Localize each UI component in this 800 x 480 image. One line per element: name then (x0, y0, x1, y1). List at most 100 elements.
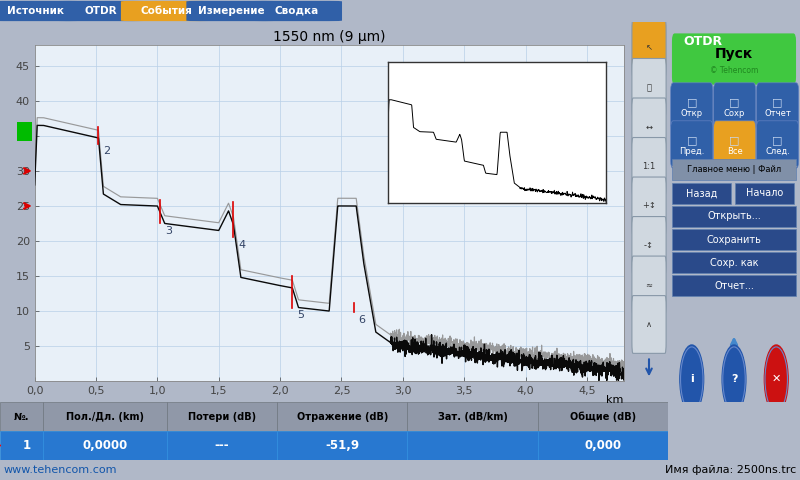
Text: 0,0000: 0,0000 (82, 439, 128, 452)
Text: □: □ (730, 97, 740, 107)
Text: Общие (dB): Общие (dB) (570, 411, 636, 422)
Text: События: События (140, 6, 192, 15)
Bar (672, 252, 796, 273)
FancyBboxPatch shape (632, 137, 666, 195)
Bar (278, 402, 407, 431)
Text: Главное меню | Файл: Главное меню | Файл (687, 165, 781, 174)
FancyBboxPatch shape (714, 121, 756, 168)
FancyBboxPatch shape (632, 216, 666, 275)
FancyBboxPatch shape (714, 83, 756, 130)
Bar (538, 402, 668, 431)
Text: -↕: -↕ (644, 241, 654, 250)
Text: Пред.: Пред. (679, 147, 705, 156)
Circle shape (680, 345, 704, 413)
Text: 6: 6 (358, 314, 366, 324)
FancyBboxPatch shape (0, 1, 80, 21)
Text: 1: 1 (23, 439, 31, 452)
FancyBboxPatch shape (670, 121, 713, 168)
Text: Отражение (dB): Отражение (dB) (297, 411, 388, 421)
Title: 1550 nm (9 µm): 1550 nm (9 µm) (273, 30, 386, 44)
Text: □: □ (686, 97, 697, 107)
FancyBboxPatch shape (632, 256, 666, 314)
Text: Сохр. как: Сохр. как (710, 258, 758, 268)
Text: Измерение: Измерение (198, 6, 265, 15)
Text: 5: 5 (298, 310, 304, 320)
FancyBboxPatch shape (632, 296, 666, 353)
FancyBboxPatch shape (757, 83, 798, 130)
Text: Все: Все (726, 147, 742, 156)
Text: 0,000: 0,000 (584, 439, 622, 452)
Text: -51,9: -51,9 (326, 439, 359, 452)
Bar (0, 431, 43, 460)
Text: +↕: +↕ (642, 202, 656, 210)
Text: 1:1: 1:1 (642, 162, 656, 171)
Bar (43, 402, 167, 431)
FancyBboxPatch shape (55, 1, 146, 21)
Bar (672, 206, 796, 227)
Text: OTDR: OTDR (684, 36, 723, 48)
Text: i: i (690, 374, 694, 384)
Text: Отчет...: Отчет... (714, 281, 754, 291)
Text: ↔: ↔ (646, 122, 653, 132)
Text: 3: 3 (165, 226, 172, 236)
Bar (672, 183, 731, 204)
Text: ↖: ↖ (646, 43, 653, 52)
Text: ?: ? (730, 374, 738, 384)
FancyBboxPatch shape (252, 1, 342, 21)
FancyBboxPatch shape (632, 98, 666, 156)
Bar (672, 229, 796, 250)
Bar (407, 402, 538, 431)
Text: ∧: ∧ (646, 320, 652, 329)
Text: След.: След. (765, 147, 790, 156)
Bar (407, 431, 538, 460)
Text: Потери (dB): Потери (dB) (188, 411, 256, 421)
FancyBboxPatch shape (672, 34, 796, 84)
Bar (43, 431, 167, 460)
Text: km: km (606, 395, 624, 405)
Text: Назад: Назад (686, 188, 718, 198)
Text: Имя файла: 2500ns.trc: Имя файла: 2500ns.trc (665, 465, 796, 475)
Text: ≈: ≈ (646, 280, 653, 289)
Bar (672, 276, 796, 296)
Text: □: □ (772, 97, 783, 107)
Text: Открыть...: Открыть... (707, 211, 761, 221)
Text: □: □ (686, 135, 697, 145)
Text: Пол./Дл. (km): Пол./Дл. (km) (66, 411, 144, 421)
Text: ---: --- (214, 439, 230, 452)
Text: №.: №. (14, 411, 30, 421)
FancyBboxPatch shape (632, 59, 666, 116)
Text: □: □ (772, 135, 783, 145)
Bar (734, 183, 794, 204)
Text: © Tehencom: © Tehencom (710, 66, 758, 75)
Text: Пуск: Пуск (715, 47, 753, 60)
FancyBboxPatch shape (632, 177, 666, 235)
Text: Зат. (dB/km): Зат. (dB/km) (438, 411, 507, 421)
Bar (278, 431, 407, 460)
Bar (0, 402, 43, 431)
Text: 2: 2 (103, 146, 110, 156)
Bar (18, 122, 32, 142)
FancyBboxPatch shape (186, 1, 277, 21)
Text: www.tehencom.com: www.tehencom.com (4, 465, 118, 475)
Text: ✋: ✋ (646, 83, 651, 92)
Text: Начало: Начало (746, 188, 783, 198)
Text: Откр: Откр (681, 109, 703, 118)
FancyBboxPatch shape (121, 1, 211, 21)
Text: □: □ (730, 135, 740, 145)
Text: Сохранить: Сохранить (706, 235, 762, 244)
Text: OTDR: OTDR (84, 6, 117, 15)
Text: ✕: ✕ (771, 374, 781, 384)
Text: Сводка: Сводка (275, 6, 319, 15)
FancyBboxPatch shape (670, 83, 713, 130)
FancyBboxPatch shape (757, 121, 798, 168)
Bar (538, 431, 668, 460)
Text: Сохр: Сохр (724, 109, 746, 118)
Bar (167, 431, 278, 460)
Bar (672, 159, 796, 180)
Circle shape (764, 345, 788, 413)
Text: Источник: Источник (6, 6, 63, 15)
Text: 4: 4 (238, 240, 246, 250)
Bar (167, 402, 278, 431)
FancyBboxPatch shape (632, 19, 666, 77)
Text: Отчет: Отчет (764, 109, 791, 118)
